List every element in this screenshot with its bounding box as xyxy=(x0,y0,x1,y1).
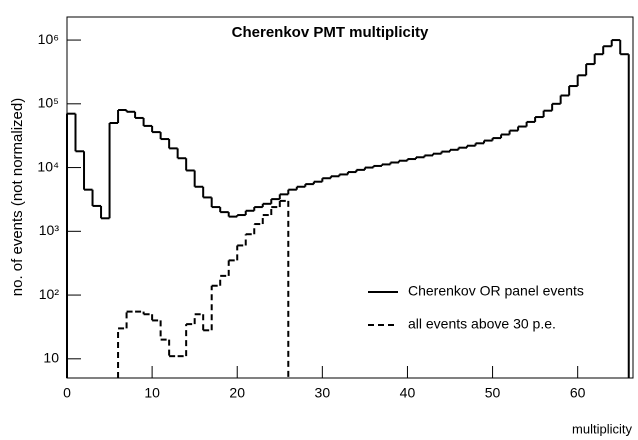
y-tick-label: 10 xyxy=(43,350,59,366)
x-tick-label: 50 xyxy=(485,385,501,401)
legend-label: Cherenkov OR panel events xyxy=(408,283,584,299)
y-tick-label: 10⁵ xyxy=(38,95,59,111)
chart-title: Cherenkov PMT multiplicity xyxy=(232,24,429,41)
x-tick-label: 40 xyxy=(400,385,416,401)
y-axis-label: no. of events (not normalized) xyxy=(9,98,26,296)
x-tick-label: 60 xyxy=(570,385,586,401)
y-tick-label: 10⁶ xyxy=(38,31,59,47)
x-tick-label: 10 xyxy=(144,385,160,401)
x-tick-label: 0 xyxy=(63,385,71,401)
y-tick-label: 10⁴ xyxy=(37,158,59,174)
legend-label: all events above 30 p.e. xyxy=(408,316,556,332)
x-tick-label: 20 xyxy=(229,385,245,401)
x-tick-label: 30 xyxy=(315,385,331,401)
x-axis-label: multiplicity xyxy=(572,421,632,436)
y-tick-label: 10² xyxy=(39,286,60,302)
y-tick-label: 10³ xyxy=(39,222,60,238)
